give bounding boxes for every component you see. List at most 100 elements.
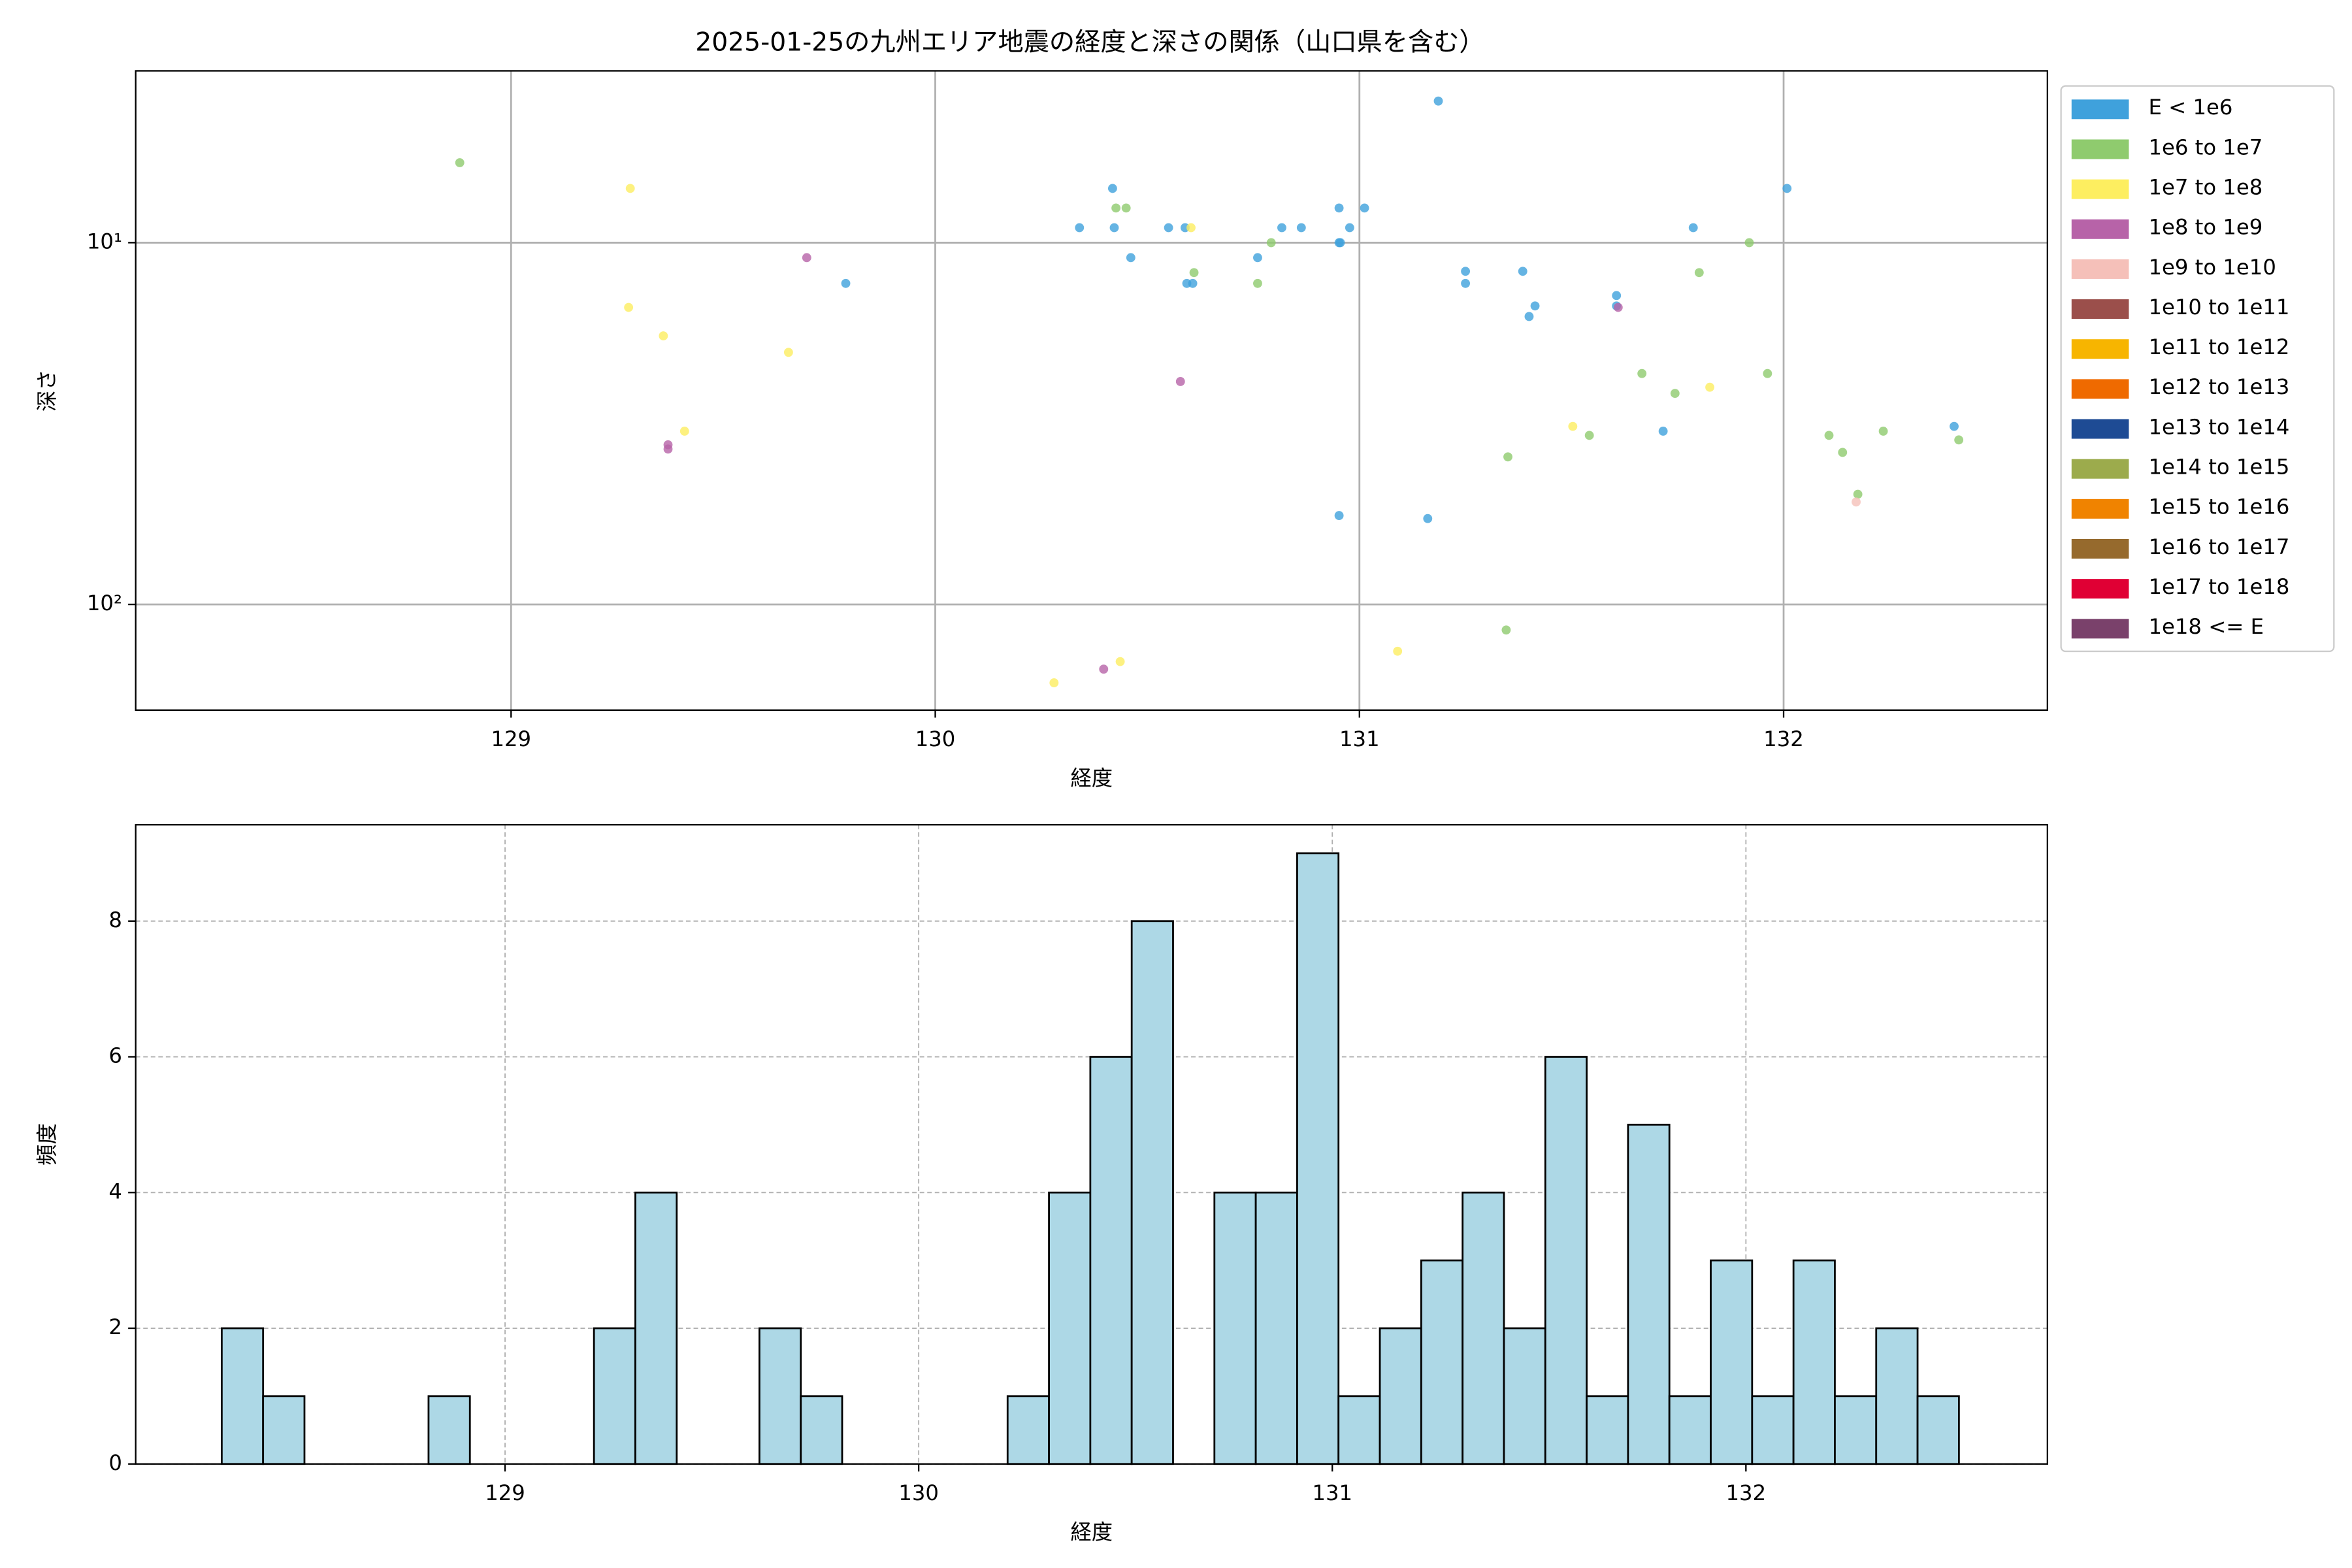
histogram-bar bbox=[427, 1395, 471, 1465]
x-axis-label: 経度 bbox=[1070, 1520, 1113, 1544]
legend-swatch bbox=[2071, 619, 2129, 639]
legend-swatch bbox=[2071, 579, 2129, 599]
scatter-point bbox=[624, 302, 634, 312]
legend-label: 1e10 to 1e11 bbox=[2148, 295, 2289, 319]
scatter-point bbox=[625, 184, 635, 193]
histogram-bar bbox=[593, 1327, 636, 1465]
x-tick-label: 131 bbox=[1312, 1480, 1352, 1505]
x-axis-label: 経度 bbox=[1070, 766, 1113, 791]
legend-swatch bbox=[2071, 498, 2129, 519]
scatter-point bbox=[1688, 223, 1698, 233]
legend-swatch bbox=[2071, 179, 2129, 199]
histogram-bar bbox=[1420, 1259, 1464, 1465]
scatter-point bbox=[1568, 421, 1578, 431]
x-tick-label: 129 bbox=[485, 1480, 525, 1505]
legend-swatch bbox=[2071, 379, 2129, 399]
histogram-bar bbox=[759, 1327, 802, 1465]
legend-swatch bbox=[2071, 539, 2129, 559]
scatter-point bbox=[1782, 184, 1792, 193]
histogram-bar bbox=[220, 1327, 265, 1465]
scatter-point bbox=[1334, 203, 1344, 213]
scatter-point bbox=[1126, 253, 1135, 263]
scatter-point bbox=[1530, 301, 1540, 311]
x-tick-label: 131 bbox=[1339, 727, 1380, 751]
legend-label: 1e18 <= E bbox=[2148, 614, 2264, 639]
y-tick-label: 10¹ bbox=[87, 229, 122, 253]
scatter-point bbox=[1612, 291, 1622, 301]
legend-swatch bbox=[2071, 459, 2129, 479]
scatter-point bbox=[1433, 96, 1443, 106]
scatter-point bbox=[1188, 278, 1198, 288]
scatter-point bbox=[1613, 302, 1623, 312]
scatter-point bbox=[1461, 267, 1471, 276]
x-tick-label: 132 bbox=[1725, 1480, 1766, 1505]
scatter-point bbox=[1744, 238, 1754, 248]
scatter-point bbox=[1461, 278, 1471, 288]
scatter-point bbox=[1503, 452, 1512, 462]
scatter-point bbox=[1277, 223, 1286, 233]
y-axis-label: 頻度 bbox=[35, 1123, 59, 1166]
scatter-point bbox=[841, 278, 851, 288]
legend-swatch bbox=[2071, 299, 2129, 319]
histogram-bar bbox=[1544, 1056, 1588, 1465]
histogram-bar bbox=[1379, 1327, 1422, 1465]
histogram-bar bbox=[1130, 920, 1174, 1465]
scatter-point bbox=[1334, 511, 1344, 521]
legend-label: 1e14 to 1e15 bbox=[2148, 455, 2289, 480]
scatter-point bbox=[1524, 312, 1534, 321]
scatter-point bbox=[1186, 223, 1196, 233]
x-tick-label: 129 bbox=[491, 727, 531, 751]
scatter-point bbox=[679, 427, 689, 436]
y-tick-label: 0 bbox=[108, 1450, 122, 1475]
legend-label: E < 1e6 bbox=[2148, 95, 2232, 120]
scatter-point bbox=[1584, 431, 1594, 440]
histogram-bar bbox=[1006, 1395, 1050, 1465]
scatter-point bbox=[1253, 253, 1262, 263]
scatter-point bbox=[1838, 448, 1848, 457]
histogram-bar bbox=[1586, 1395, 1629, 1465]
legend-box bbox=[2060, 85, 2335, 653]
scatter-point bbox=[1115, 657, 1125, 666]
histogram-bar bbox=[1503, 1327, 1546, 1465]
legend-label: 1e15 to 1e16 bbox=[2148, 495, 2289, 519]
scatter-point bbox=[1824, 431, 1834, 440]
x-tick-label: 130 bbox=[898, 1480, 939, 1505]
scatter-point bbox=[1075, 223, 1085, 233]
y-axis-label: 深さ bbox=[35, 369, 59, 412]
scatter-point bbox=[1099, 664, 1109, 674]
y-tick-label: 8 bbox=[108, 907, 122, 932]
histogram-bar bbox=[1213, 1191, 1257, 1465]
legend-label: 1e9 to 1e10 bbox=[2148, 255, 2276, 280]
histogram-bar bbox=[1048, 1191, 1092, 1465]
scatter-point bbox=[1393, 646, 1403, 656]
scatter-point bbox=[1335, 238, 1345, 248]
scatter-point bbox=[1878, 427, 1888, 436]
scatter-point bbox=[1121, 203, 1131, 213]
scatter-point bbox=[1111, 203, 1121, 213]
legend-swatch bbox=[2071, 219, 2129, 239]
histogram-bar bbox=[800, 1395, 843, 1465]
histogram-bar bbox=[1462, 1191, 1505, 1465]
legend-swatch bbox=[2071, 139, 2129, 159]
plot-frame bbox=[135, 824, 2048, 1465]
scatter-point bbox=[1296, 223, 1306, 233]
scatter-point bbox=[1853, 489, 1863, 499]
y-tick-label: 2 bbox=[108, 1315, 122, 1339]
histogram-bar bbox=[1627, 1124, 1671, 1465]
scatter-point bbox=[1107, 184, 1117, 193]
legend-swatch bbox=[2071, 339, 2129, 359]
legend-label: 1e6 to 1e7 bbox=[2148, 135, 2262, 159]
scatter-point bbox=[1954, 435, 1964, 445]
histogram-bar bbox=[1337, 1395, 1381, 1465]
scatter-point bbox=[1852, 497, 1861, 507]
histogram-bar bbox=[1254, 1191, 1298, 1465]
scatter-point bbox=[663, 444, 673, 454]
histogram-bar bbox=[262, 1395, 306, 1465]
scatter-point bbox=[1501, 625, 1511, 635]
scatter-point bbox=[1670, 389, 1680, 399]
histogram-bar bbox=[1916, 1395, 1960, 1465]
scatter-point bbox=[659, 331, 668, 341]
scatter-point bbox=[1694, 268, 1704, 278]
x-tick-label: 130 bbox=[915, 727, 956, 751]
